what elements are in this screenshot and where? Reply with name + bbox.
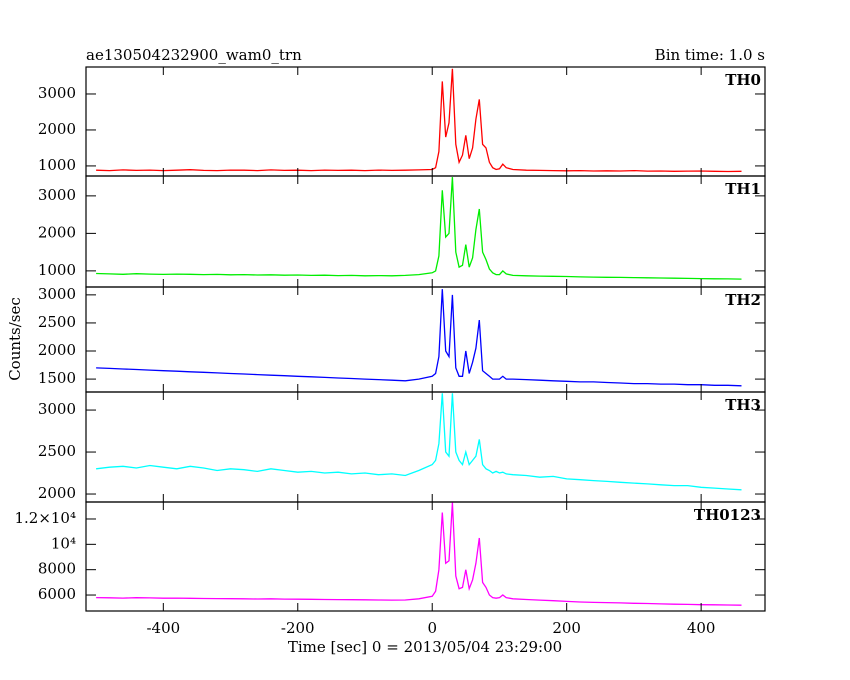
- y-tick-label: 1000: [38, 261, 76, 279]
- series-line: [96, 502, 742, 606]
- panel-label: TH2: [725, 291, 761, 309]
- x-axis-label: Time [sec] 0 = 2013/05/04 23:29:00: [288, 638, 562, 656]
- y-tick-label: 3000: [38, 84, 76, 102]
- panel-label: TH1: [725, 180, 761, 198]
- y-tick-label: 2500: [38, 442, 76, 460]
- y-tick-label: 2000: [38, 120, 76, 138]
- panel-frame: [85, 66, 766, 177]
- y-tick-label: 2000: [38, 341, 76, 359]
- y-tick-label: 3000: [38, 400, 76, 418]
- panel-label: TH0123: [694, 506, 761, 524]
- y-tick-label: 8000: [38, 560, 76, 578]
- series-line: [96, 177, 742, 280]
- panel-label: TH3: [725, 396, 761, 414]
- y-axis-label: Counts/sec: [6, 297, 24, 381]
- y-tick-label: 2000: [38, 484, 76, 502]
- chart-subtitle: Bin time: 1.0 s: [655, 46, 765, 64]
- y-tick-label: 2500: [38, 313, 76, 331]
- x-tick-label: -200: [281, 619, 315, 637]
- x-tick-label: 0: [427, 619, 437, 637]
- y-tick-label: 3000: [38, 285, 76, 303]
- panel-frame: [85, 175, 766, 288]
- y-tick-label: 2000: [38, 223, 76, 241]
- x-tick-label: 200: [552, 619, 581, 637]
- series-line: [96, 68, 742, 173]
- series-line: [96, 393, 742, 491]
- y-tick-label: 1000: [38, 156, 76, 174]
- y-tick-label: 3000: [38, 186, 76, 204]
- panel-frame: [85, 501, 766, 612]
- y-tick-label: 1.2×10⁴: [14, 509, 76, 527]
- x-tick-label: -400: [146, 619, 180, 637]
- panel-frame: [85, 286, 766, 393]
- chart-title: ae130504232900_wam0_trn: [86, 46, 302, 64]
- y-tick-label: 10⁴: [51, 534, 76, 552]
- panel-label: TH0: [725, 71, 761, 89]
- y-tick-label: 1500: [38, 369, 76, 387]
- y-tick-label: 6000: [38, 585, 76, 603]
- series-line: [96, 289, 742, 387]
- x-tick-label: 400: [687, 619, 716, 637]
